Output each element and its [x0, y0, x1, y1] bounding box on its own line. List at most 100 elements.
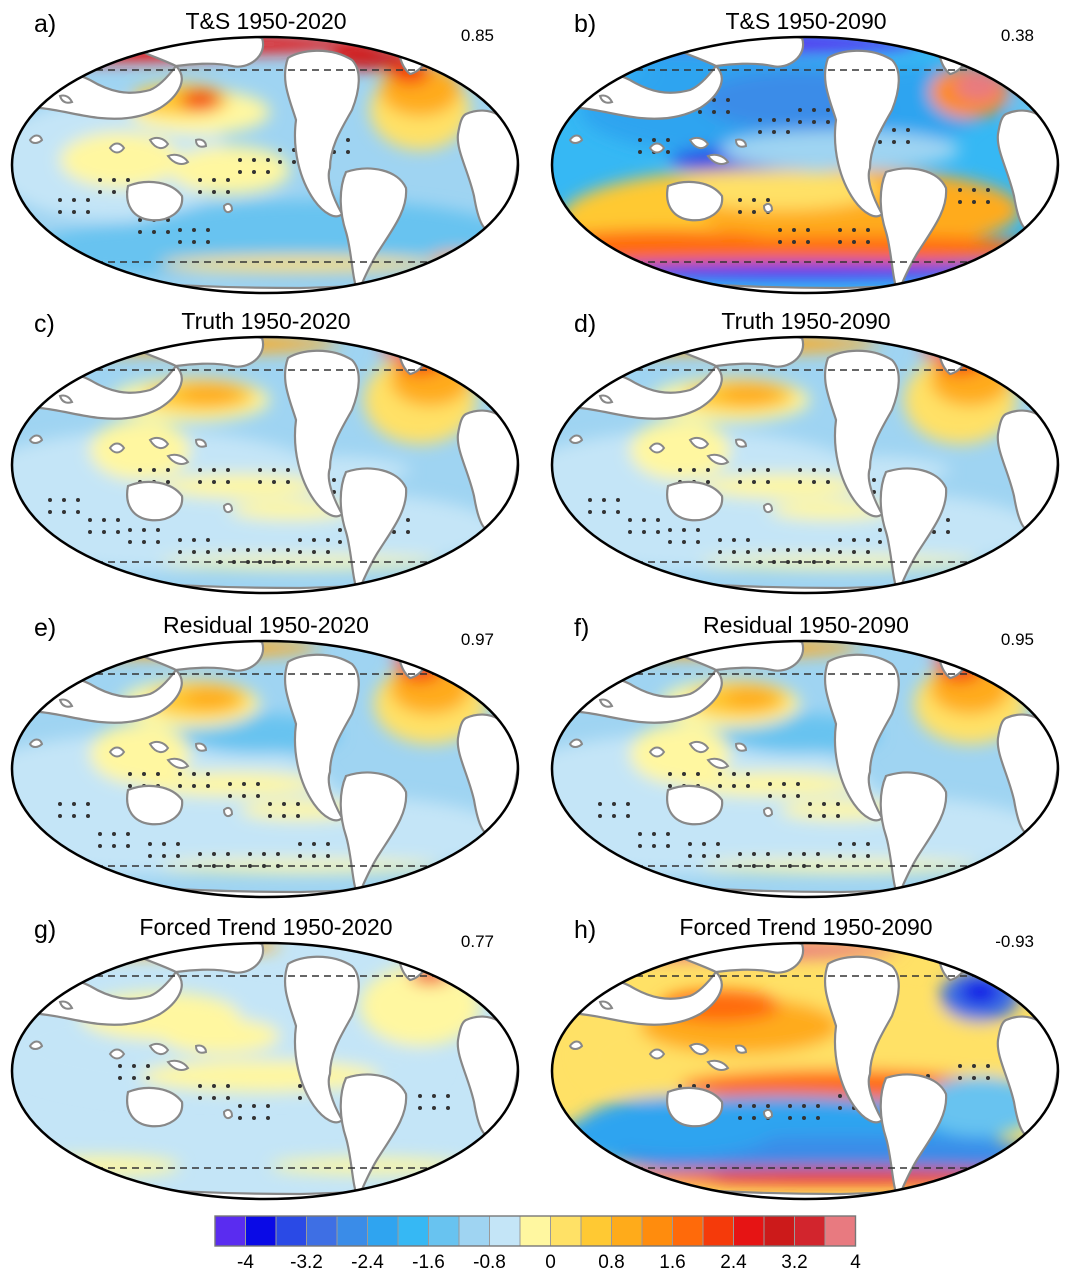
colorbar-swatch: [580, 1215, 612, 1247]
map-border: [10, 941, 520, 1201]
colorbar-swatch: [519, 1215, 551, 1247]
panel-label: a): [34, 10, 57, 38]
panel-title: Truth 1950-2090: [721, 308, 891, 334]
correlation-value: 0.97: [460, 630, 494, 649]
anomaly-contour: [160, 474, 320, 498]
map-panel: g) Forced Trend 1950-2020 0.77: [0, 906, 536, 1206]
anomaly-contour: [180, 384, 240, 404]
anomaly-contour: [660, 236, 1058, 264]
colorbar-swatch: [397, 1215, 429, 1247]
colorbar-tick-label: -3.2: [290, 1252, 323, 1273]
correlation-value: -0.93: [995, 932, 1034, 951]
colorbar-tick-label: 0: [545, 1252, 556, 1273]
panel-title: T&S 1950-2020: [185, 8, 347, 34]
colorbar-swatch: [214, 1215, 246, 1247]
anomaly-contour: [60, 132, 180, 188]
map-border: [10, 335, 520, 595]
colorbar-swatch: [672, 1215, 704, 1247]
colorbar-swatch: [824, 1215, 856, 1247]
anomaly-contour: [552, 262, 1050, 278]
panel-label: e): [34, 614, 57, 642]
colorbar-tick-label: 0.8: [598, 1252, 624, 1273]
anomaly-contour: [180, 90, 220, 110]
colorbar-swatch: [489, 1215, 521, 1247]
panel-title: Forced Trend 1950-2020: [139, 914, 393, 940]
colorbar-swatch: [611, 1215, 643, 1247]
colorbar-swatch: [733, 1215, 765, 1247]
panel-title: Truth 1950-2020: [181, 308, 351, 334]
anomaly-contour: [160, 1018, 280, 1054]
anomaly-contour: [110, 794, 510, 874]
correlation-value: 0.95: [1000, 630, 1034, 649]
map-svg: [550, 335, 1060, 595]
colorbar-swatch: [794, 1215, 826, 1247]
panel-label: d): [574, 310, 597, 338]
colorbar-swatch: [306, 1215, 338, 1247]
colorbar-swatch: [763, 1215, 795, 1247]
anomaly-contour: [680, 170, 880, 210]
colorbar-swatch: [275, 1215, 307, 1247]
anomaly-contour: [650, 794, 1050, 874]
anomaly-contour: [954, 70, 1002, 102]
colorbar-tick-label: -2.4: [351, 1252, 384, 1273]
panel-title: Forced Trend 1950-2090: [679, 914, 933, 940]
map-panel: a) T&S 1950-2020 0.85: [0, 0, 536, 300]
map-svg: [10, 35, 520, 295]
panel-label: c): [34, 310, 55, 338]
panel-label: b): [574, 10, 597, 38]
anomaly-contour: [580, 1096, 780, 1156]
anomaly-contour: [960, 980, 1000, 1004]
map-border: [550, 35, 1060, 295]
anomaly-contour: [160, 256, 440, 272]
correlation-value: 0.38: [1000, 26, 1034, 45]
land-mask: [552, 641, 1058, 897]
map-svg: [10, 639, 520, 899]
map-svg: [10, 941, 520, 1201]
panel-label: g): [34, 916, 57, 944]
anomaly-contour: [630, 420, 730, 480]
colorbar-swatch: [428, 1215, 460, 1247]
colorbar-swatch: [336, 1215, 368, 1247]
map-border: [550, 941, 1060, 1201]
correlation-value: 0.77: [460, 932, 494, 951]
anomaly-contour: [20, 1156, 180, 1176]
colorbar-tick-label: 3.2: [781, 1252, 807, 1273]
colorbar-tick-label: 2.4: [720, 1252, 747, 1273]
colorbar-swatch: [550, 1215, 582, 1247]
anomaly-contour: [724, 688, 776, 708]
map-panel: d) Truth 1950-2090: [540, 300, 1072, 600]
colorbar-swatch: [641, 1215, 673, 1247]
panel-title: Residual 1950-2090: [703, 612, 909, 638]
map-panel: e) Residual 1950-2020 0.97: [0, 604, 536, 904]
map-border: [10, 35, 520, 295]
panel-title: Residual 1950-2020: [163, 612, 369, 638]
colorbar-tick-label: -1.6: [412, 1252, 445, 1273]
colorbar-tick-label: 1.6: [659, 1252, 685, 1273]
anomaly-contour: [360, 966, 480, 1046]
map-border: [550, 639, 1060, 899]
anomaly-contour: [184, 688, 236, 708]
map-svg: [550, 639, 1060, 899]
anomaly-contour: [90, 724, 190, 784]
map-svg: [550, 35, 1060, 295]
colorbar-swatch: [245, 1215, 277, 1247]
map-svg: [550, 941, 1060, 1201]
panel-label: f): [574, 614, 590, 642]
map-panel: h) Forced Trend 1950-2090 -0.93: [540, 906, 1072, 1206]
colorbar-tick-label: -0.8: [473, 1252, 506, 1273]
map-border: [550, 335, 1060, 595]
colorbar-frame: [214, 1215, 857, 1247]
map-svg: [10, 335, 520, 595]
anomaly-contour: [430, 252, 490, 268]
correlation-value: 0.85: [460, 26, 494, 45]
anomaly-contour: [90, 420, 190, 480]
anomaly-contour: [700, 474, 860, 498]
anomaly-contour: [170, 146, 290, 194]
colorbar-tick-label: -4: [237, 1252, 254, 1273]
panel-title: T&S 1950-2090: [725, 8, 887, 34]
colorbar-swatch: [367, 1215, 399, 1247]
map-border: [10, 639, 520, 899]
significance-stippling: [48, 468, 410, 564]
map-panel: b) T&S 1950-2090 0.38: [540, 0, 1072, 300]
anomaly-contour: [720, 384, 780, 404]
